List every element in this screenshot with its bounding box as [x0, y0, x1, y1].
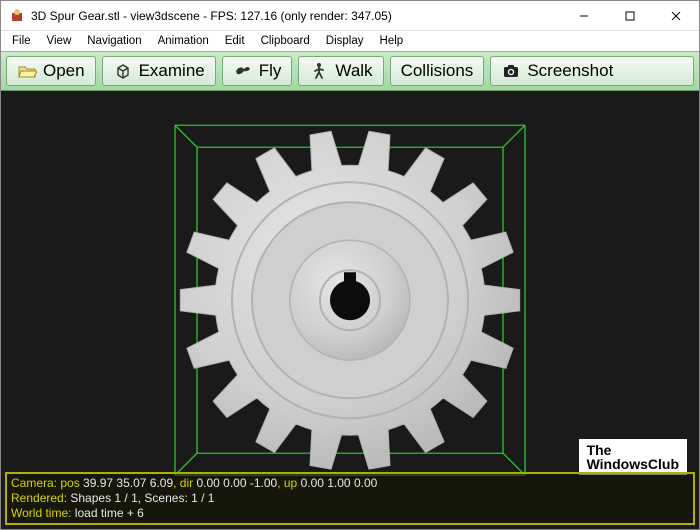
menu-navigation[interactable]: Navigation	[80, 33, 148, 49]
gear-model	[170, 120, 530, 485]
menu-file[interactable]: File	[5, 33, 38, 49]
menu-help[interactable]: Help	[373, 33, 411, 49]
status-overlay: Camera: pos 39.97 35.07 6.09, dir 0.00 0…	[5, 472, 695, 525]
open-label: Open	[43, 61, 85, 81]
app-window: 3D Spur Gear.stl - view3dscene - FPS: 12…	[0, 0, 700, 530]
bird-icon	[233, 61, 253, 81]
cube-icon	[113, 61, 133, 81]
title-bar: 3D Spur Gear.stl - view3dscene - FPS: 12…	[1, 1, 699, 31]
screenshot-button[interactable]: Screenshot	[490, 56, 694, 86]
status-line-rendered: Rendered: Shapes 1 / 1, Scenes: 1 / 1	[11, 491, 689, 506]
walk-icon	[309, 61, 329, 81]
camera-icon	[501, 61, 521, 81]
menu-animation[interactable]: Animation	[151, 33, 216, 49]
watermark-line1: The	[587, 443, 679, 457]
watermark-line2: WindowsClub	[587, 457, 679, 471]
maximize-button[interactable]	[607, 1, 653, 31]
menu-view[interactable]: View	[40, 33, 79, 49]
collisions-button[interactable]: Collisions	[390, 56, 485, 86]
menu-edit[interactable]: Edit	[218, 33, 252, 49]
viewport-3d[interactable]: The WindowsClub Camera: pos 39.97 35.07 …	[1, 91, 699, 529]
status-line-world: World time: load time + 6	[11, 506, 689, 521]
fly-label: Fly	[259, 61, 282, 81]
window-title: 3D Spur Gear.stl - view3dscene - FPS: 12…	[31, 9, 561, 23]
toolbar: Open Examine Fly	[1, 51, 699, 91]
examine-button[interactable]: Examine	[102, 56, 216, 86]
app-icon	[9, 8, 25, 24]
menu-clipboard[interactable]: Clipboard	[254, 33, 317, 49]
watermark: The WindowsClub	[579, 439, 687, 475]
collisions-label: Collisions	[401, 61, 474, 81]
fly-button[interactable]: Fly	[222, 56, 293, 86]
screenshot-label: Screenshot	[527, 61, 613, 81]
close-button[interactable]	[653, 1, 699, 31]
walk-button[interactable]: Walk	[298, 56, 383, 86]
walk-label: Walk	[335, 61, 372, 81]
minimize-button[interactable]	[561, 1, 607, 31]
menu-bar: File View Navigation Animation Edit Clip…	[1, 31, 699, 51]
status-line-camera: Camera: pos 39.97 35.07 6.09, dir 0.00 0…	[11, 476, 689, 491]
open-icon	[17, 61, 37, 81]
menu-display[interactable]: Display	[319, 33, 371, 49]
open-button[interactable]: Open	[6, 56, 96, 86]
examine-label: Examine	[139, 61, 205, 81]
